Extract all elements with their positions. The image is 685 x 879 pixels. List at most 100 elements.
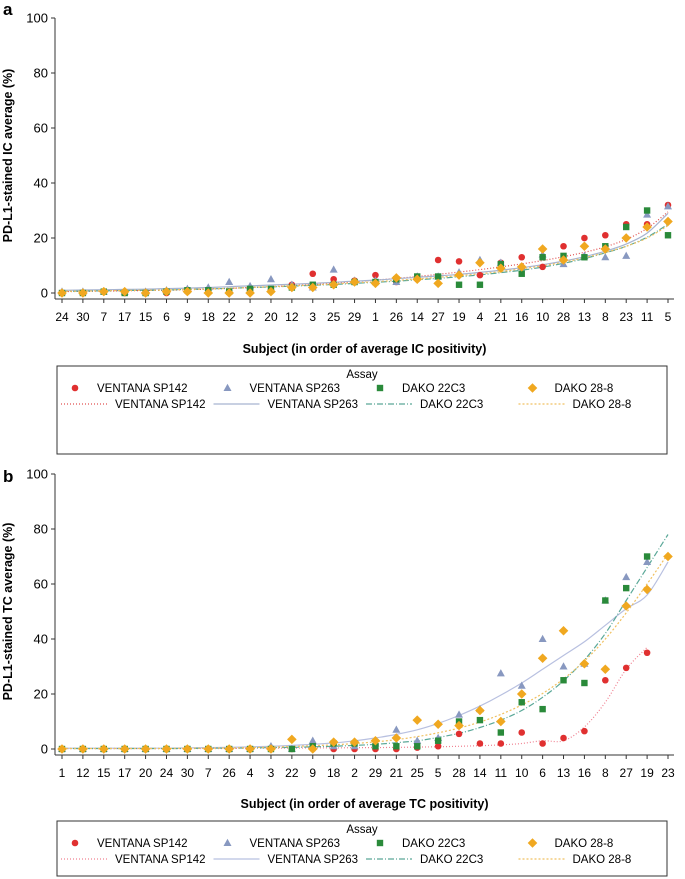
x-tick-label: 13 (578, 310, 592, 324)
data-point-ventana-sp142 (581, 234, 588, 242)
data-point-ventana-sp263 (643, 557, 652, 565)
data-point-dako-28-8 (370, 278, 381, 289)
legend: Assay VENTANA SP142 VENTANA SP142 VENTANA S… (56, 820, 668, 877)
x-tick-label: 12 (285, 310, 299, 324)
legend-marker-diamond (527, 383, 538, 393)
data-point-dako-28-8 (78, 744, 88, 754)
trend-line-ventana-sp142 (62, 646, 648, 750)
x-tick-label: 8 (602, 766, 609, 780)
data-point-ventana-sp142 (434, 742, 442, 750)
data-point-dako-22c3 (581, 254, 588, 261)
data-point-dako-28-8 (663, 216, 673, 227)
data-point-ventana-sp263 (225, 277, 234, 285)
legend-entry-line-label: DAKO 28-8 (573, 399, 632, 411)
x-tick-label: 18 (327, 766, 341, 780)
legend-entry-line-label: VENTANA SP142 (115, 854, 206, 866)
y-tick-label: 0 (41, 286, 48, 301)
data-point-ventana-sp142 (309, 270, 317, 278)
legend-entry-line-label: DAKO 22C3 (420, 854, 483, 866)
x-tick-label: 6 (163, 310, 170, 324)
data-point-ventana-sp263 (538, 634, 547, 642)
data-point-ventana-sp263 (308, 736, 317, 744)
data-point-dako-28-8 (203, 744, 214, 754)
data-point-dako-22c3 (602, 597, 609, 604)
legend-marker-triangle (223, 383, 232, 391)
legend-entry-marker-label: DAKO 28-8 (555, 383, 614, 395)
legend-marker-square (376, 384, 384, 392)
x-tick-label: 16 (578, 766, 592, 780)
trend-line-ventana-sp263 (62, 561, 669, 749)
x-tick-label: 20 (264, 310, 278, 324)
data-point-dako-28-8 (140, 288, 151, 298)
x-tick-label: 24 (55, 310, 69, 324)
x-tick-label: 2 (247, 310, 254, 324)
data-point-ventana-sp142 (476, 271, 484, 279)
legend-entry-line-label: VENTANA SP263 (268, 399, 359, 411)
x-tick-label: 4 (247, 766, 254, 780)
x-tick-label: 23 (620, 310, 634, 324)
x-tick-label: 27 (620, 766, 634, 780)
x-tick-label: 11 (495, 766, 508, 780)
data-point-dako-22c3 (414, 743, 421, 750)
data-point-ventana-sp263 (392, 725, 401, 733)
x-tick-label: 16 (515, 310, 529, 324)
x-tick-label: 19 (640, 766, 654, 780)
data-point-ventana-sp142 (602, 231, 609, 239)
data-point-dako-28-8 (621, 601, 632, 611)
legend-marker-circle (71, 384, 79, 392)
data-point-dako-28-8 (537, 653, 548, 664)
x-tick-label: 22 (222, 310, 236, 324)
x-tick-label: 3 (268, 766, 275, 780)
x-tick-label: 30 (181, 766, 195, 780)
data-point-ventana-sp263 (496, 669, 505, 677)
data-point-dako-22c3 (476, 716, 484, 724)
data-point-ventana-sp142 (372, 271, 379, 279)
legend-entry-marker-label: VENTANA SP263 (250, 383, 341, 395)
data-point-dako-28-8 (621, 233, 632, 243)
data-point-dako-22c3 (539, 705, 546, 713)
data-point-dako-28-8 (558, 255, 569, 265)
data-point-dako-28-8 (203, 288, 214, 298)
x-tick-label: 14 (411, 310, 425, 324)
x-tick-label: 25 (411, 766, 425, 780)
data-point-dako-28-8 (454, 720, 464, 731)
data-point-dako-28-8 (78, 288, 88, 298)
x-tick-label: 14 (473, 766, 487, 780)
x-axis-title: Subject (in order of average TC positivi… (241, 797, 489, 811)
data-point-dako-22c3 (393, 743, 400, 750)
x-tick-label: 29 (348, 310, 362, 324)
data-point-dako-28-8 (266, 286, 276, 297)
panel-letter: b (3, 467, 13, 486)
x-tick-label: 15 (139, 310, 153, 324)
data-point-dako-28-8 (579, 241, 590, 252)
data-point-ventana-sp263 (455, 710, 464, 718)
data-point-dako-28-8 (391, 733, 402, 743)
data-point-ventana-sp263 (643, 210, 652, 218)
data-point-dako-28-8 (57, 744, 67, 754)
y-axis-title: PD-L1-stained TC average (%) (1, 523, 15, 701)
trend-line-ventana-sp142 (61, 211, 669, 293)
data-point-ventana-sp142 (330, 275, 337, 283)
y-tick-label: 80 (34, 66, 48, 81)
data-point-dako-28-8 (328, 279, 339, 290)
x-tick-label: 27 (431, 310, 445, 324)
data-point-dako-28-8 (57, 288, 67, 298)
data-point-dako-28-8 (537, 244, 548, 254)
data-point-dako-28-8 (245, 288, 255, 298)
trend-line-ventana-sp263 (61, 212, 669, 291)
data-point-ventana-sp142 (497, 740, 505, 747)
data-point-dako-28-8 (600, 664, 611, 675)
legend-box (56, 820, 668, 877)
data-point-dako-28-8 (579, 658, 590, 669)
x-tick-label: 17 (118, 766, 132, 780)
x-tick-label: 17 (118, 310, 132, 324)
data-point-dako-28-8 (287, 282, 297, 293)
data-point-dako-22c3 (434, 737, 442, 744)
y-tick-label: 40 (34, 176, 48, 191)
x-tick-label: 21 (494, 310, 508, 324)
legend-title: Assay (346, 369, 378, 381)
legend-title: Assay (346, 824, 378, 836)
data-point-dako-28-8 (266, 744, 276, 754)
